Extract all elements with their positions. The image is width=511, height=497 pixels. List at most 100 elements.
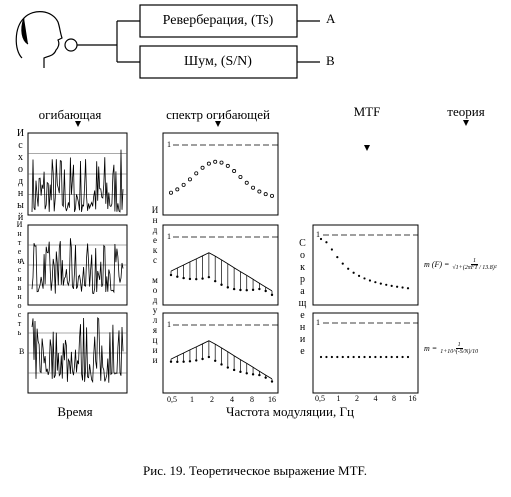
numerator: 1 [470,258,478,265]
dot [207,275,211,279]
arrow [364,145,370,151]
dot [251,373,255,376]
dot [390,284,393,287]
dot [401,286,404,289]
arrow [75,121,81,127]
dot [347,267,350,270]
dot [374,355,377,359]
dot [264,376,267,379]
panel [312,224,419,306]
waveform [31,316,124,384]
envelope [170,340,273,380]
dot [175,187,180,192]
dot [319,355,323,359]
dot [270,293,274,297]
x-tick-label: 4 [374,394,378,403]
dot [270,380,274,383]
dot [385,355,388,359]
dot [207,355,211,359]
x-tick-label: 2 [355,394,359,403]
x-tick-label: 1 [190,395,194,404]
caption: Рис. 19. Теоретическое выражение MTF. [143,463,367,478]
dot [245,372,248,375]
x-tick-label: 8 [392,394,396,403]
dot [239,370,242,374]
dot [352,355,355,359]
waveform [31,238,124,294]
arrow [463,120,469,126]
dot [330,248,333,251]
dot [406,355,410,359]
dot [330,355,333,359]
dot [232,169,237,174]
dot [258,287,261,291]
column-header: теория [447,104,484,119]
x-tick-label: 0,5 [315,394,325,403]
dot [232,287,236,291]
axis-label: Интенсивность [15,220,24,337]
axis-label: Исходный [15,128,26,224]
dot [238,174,243,179]
dot [357,274,361,277]
denominator: √1+(2πFT / 13.8)² [452,265,497,271]
dot [363,355,366,359]
dot [195,277,198,281]
dot [258,373,261,377]
fraction: 1 1+10^(-S/N)/10 [440,342,478,355]
formula-lhs: m (F) = [424,260,450,269]
dot [213,279,217,283]
y-tick-label: 1 [316,318,320,327]
output-label: A [326,11,336,26]
y-tick-label: 1 [167,140,171,149]
x-tick-label: 2 [210,395,214,404]
dot [226,286,230,289]
formula: m (F) = 1 √1+(2πFT / 13.8)² [424,258,497,271]
dot [226,366,230,369]
output-label: B [326,53,335,68]
dot [363,277,366,280]
dot [352,271,355,274]
dot [239,288,242,292]
dot [194,171,199,176]
dot [168,190,173,195]
row-label: B [19,347,24,356]
y-tick-label: 1 [167,232,171,241]
dot [251,185,256,190]
dot [201,357,204,361]
column-header: огибающая [39,107,102,122]
dot [379,355,382,359]
dot [195,359,198,362]
dot [374,281,377,284]
dot [176,360,179,364]
column-header: MTF [354,104,381,119]
dot [200,165,205,170]
formula-lhs: m = [424,344,438,353]
dot [336,355,339,359]
dot [244,180,249,185]
dot [176,275,179,278]
dot [232,368,236,372]
dot [390,355,393,359]
dot [368,279,372,282]
panel [312,312,419,394]
dot [188,360,192,363]
dot [385,283,388,286]
dot [263,192,268,197]
dot [269,193,274,198]
box-label: Шум, (S/N) [184,54,252,69]
dot [169,360,173,363]
dot [169,273,173,277]
dot [182,360,185,363]
x-tick-label: 16 [268,395,276,404]
dot [325,241,328,244]
dot [187,177,192,182]
panel [162,224,279,306]
dot [182,276,185,280]
dot [368,355,372,359]
dot [257,189,262,194]
y-tick-label: 1 [167,320,171,329]
x-tick-label: 16 [409,394,417,403]
waveform [31,149,124,213]
envelope [170,252,273,292]
dot [181,182,186,187]
